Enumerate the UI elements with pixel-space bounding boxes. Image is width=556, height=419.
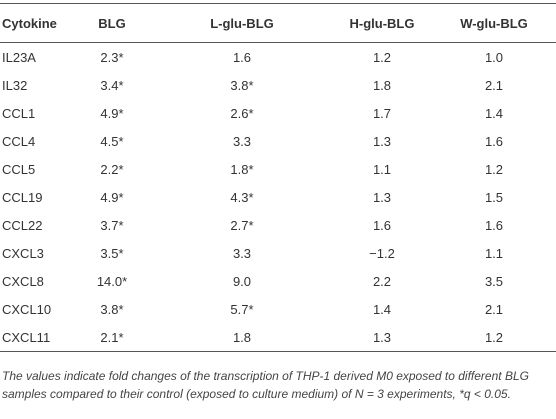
row-label: CCL4 [2, 133, 36, 149]
table-row: CXCL10 3.8* 5.7* 1.4 2.1 [0, 295, 556, 323]
header-cell: BLG [72, 3, 152, 43]
cell: 1.6 [232, 49, 252, 65]
row-label: CXCL10 [2, 301, 52, 317]
cell: 1.8 [372, 77, 392, 93]
cell: 3.7* [100, 217, 124, 233]
cell: 1.2 [484, 161, 504, 177]
data-table: Cytokine BLG L-glu-BLG H-glu-BLG W-glu-BLG I… [0, 3, 556, 352]
cell: 2.2* [100, 161, 124, 177]
cell: 1.1 [484, 245, 504, 261]
cell: 1.6 [372, 217, 392, 233]
cell: 1.3 [372, 189, 392, 205]
cell: 9.0 [232, 273, 252, 289]
table-body: IL23A 2.3* 1.6 1.2 1.0 IL32 3.4* 3.8* 1.8 2.1 CCL1… [0, 43, 556, 352]
cell: 3.4* [100, 77, 124, 93]
cell: 3.3 [232, 245, 252, 261]
table-row: CCL19 4.9* 4.3* 1.3 1.5 [0, 183, 556, 211]
cell: 14.0* [96, 273, 128, 289]
header-cell: H-glu-BLG [332, 3, 432, 43]
cell: 3.5* [100, 245, 124, 261]
cell: 5.7* [230, 301, 254, 317]
cell: 2.1 [484, 77, 504, 93]
table-row: CCL1 4.9* 2.6* 1.7 1.4 [0, 99, 556, 127]
header-cell: W-glu-BLG [432, 3, 556, 43]
cell: 2.7* [230, 217, 254, 233]
cell: 2.3* [100, 49, 124, 65]
cell: 1.3 [372, 133, 392, 149]
cell: 1.1 [372, 161, 392, 177]
cell: 3.3 [232, 133, 252, 149]
cell: 1.6 [484, 133, 504, 149]
row-label: CXCL3 [2, 245, 44, 261]
cell: −1.2 [369, 245, 395, 261]
footnote: The values indicate fold changes of the … [2, 369, 529, 401]
cell: 1.0 [484, 49, 504, 65]
cell: 4.9* [100, 105, 124, 121]
table-row: CCL4 4.5* 3.3 1.3 1.6 [0, 127, 556, 155]
cell: 1.6 [484, 217, 504, 233]
table-row: IL32 3.4* 3.8* 1.8 2.1 [0, 71, 556, 99]
cell: 3.5 [484, 273, 504, 289]
cell: 1.4 [372, 301, 392, 317]
cell: 2.2 [372, 273, 392, 289]
row-label: CCL22 [2, 217, 43, 233]
table-row: CXCL3 3.5* 3.3 −1.2 1.1 [0, 239, 556, 267]
table-row: CCL22 3.7* 2.7* 1.6 1.6 [0, 211, 556, 239]
table-row: CXCL8 14.0* 9.0 2.2 3.5 [0, 267, 556, 295]
table-row: CXCL11 2.1* 1.8 1.3 1.2 [0, 323, 556, 352]
cell: 4.3* [230, 189, 254, 205]
cell: 1.7 [372, 105, 392, 121]
cell: 1.2 [372, 49, 392, 65]
row-label: CCL1 [2, 105, 36, 121]
cell: 1.8 [152, 323, 332, 352]
cell: 3.8* [100, 301, 124, 317]
header-cell: L-glu-BLG [152, 3, 332, 43]
header-cell: Cytokine [0, 3, 72, 43]
cell: 1.5 [484, 189, 504, 205]
table-row: CCL5 2.2* 1.8* 1.1 1.2 [0, 155, 556, 183]
cell: 1.8* [230, 161, 254, 177]
row-label: CCL5 [2, 161, 36, 177]
cell: 4.5* [100, 133, 124, 149]
row-label: IL32 [2, 77, 28, 93]
row-label: IL23A [2, 49, 36, 65]
cell: 2.6* [230, 105, 254, 121]
header-row: Cytokine BLG L-glu-BLG H-glu-BLG W-glu-BLG [0, 3, 556, 43]
cell: 4.9* [100, 189, 124, 205]
cell: 1.4 [484, 105, 504, 121]
cell: 1.2 [432, 323, 556, 352]
row-label: CXCL11 [0, 323, 72, 352]
row-label: CXCL8 [2, 273, 44, 289]
table-row: IL23A 2.3* 1.6 1.2 1.0 [0, 43, 556, 72]
row-label: CCL19 [2, 189, 43, 205]
cell: 2.1* [72, 323, 152, 352]
cell: 2.1 [484, 301, 504, 317]
cell: 3.8* [230, 77, 254, 93]
cell: 1.3 [332, 323, 432, 352]
